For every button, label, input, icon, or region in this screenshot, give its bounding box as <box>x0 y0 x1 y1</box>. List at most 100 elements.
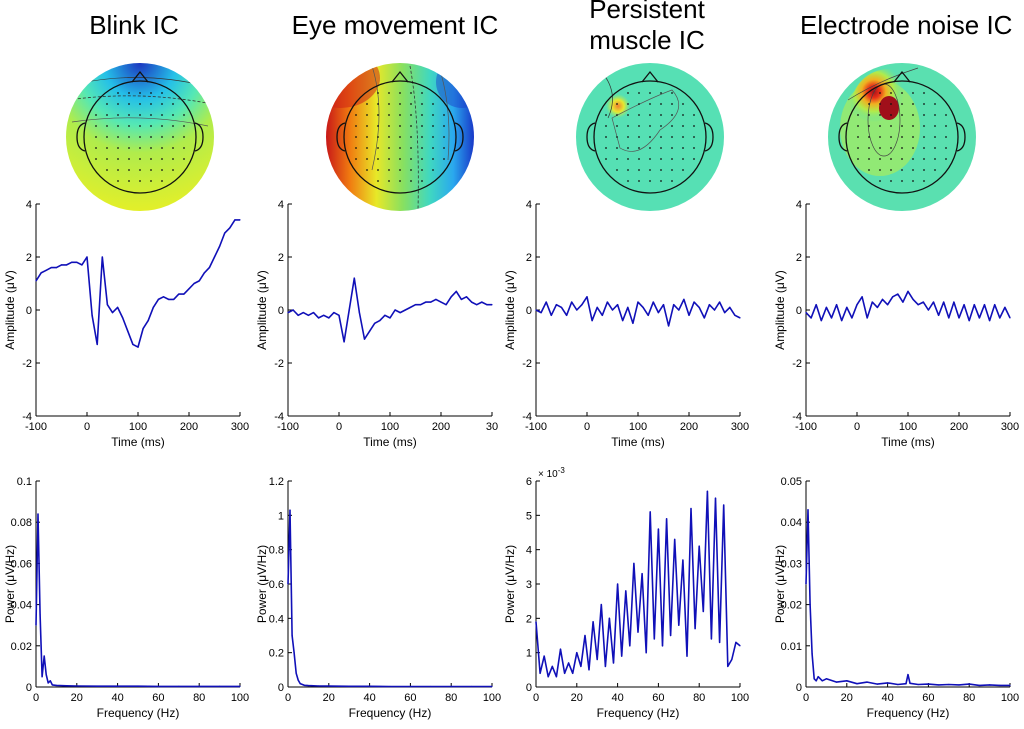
electrode <box>934 103 936 105</box>
electrode <box>377 169 379 171</box>
electrode <box>377 103 379 105</box>
data-point <box>374 322 376 324</box>
electrode <box>410 114 412 116</box>
data-point <box>693 301 695 303</box>
electrode <box>183 147 185 149</box>
electrode <box>638 92 640 94</box>
data-point <box>535 621 537 623</box>
data-point <box>369 685 371 687</box>
y-tick-label: 0.04 <box>781 517 802 529</box>
electrode <box>399 125 401 127</box>
data-point <box>719 301 721 303</box>
electrode <box>366 169 368 171</box>
data-point <box>491 685 493 688</box>
electrode <box>638 180 640 182</box>
electrode <box>912 125 914 127</box>
electrode <box>117 125 119 127</box>
y-tick-label: 4 <box>796 199 802 211</box>
electrode <box>139 180 141 182</box>
electrode <box>912 103 914 105</box>
electrode <box>857 147 859 149</box>
electrode <box>879 158 881 160</box>
electrode <box>901 147 903 149</box>
electrode <box>660 147 662 149</box>
data-point <box>363 338 366 340</box>
y-axis-label: Amplitude (μV) <box>773 270 787 350</box>
data-point <box>173 298 175 300</box>
electrode <box>901 136 903 138</box>
data-point <box>389 685 391 688</box>
electrode <box>161 103 163 105</box>
x-tick-label: 40 <box>881 692 893 704</box>
electrode <box>638 169 640 171</box>
electrode <box>649 147 651 149</box>
data-point <box>807 509 809 511</box>
data-point <box>805 583 807 585</box>
data-point <box>547 676 549 678</box>
electrode <box>934 125 936 127</box>
electrode <box>879 114 881 116</box>
data-point <box>545 301 547 303</box>
data-point <box>291 634 293 637</box>
electrode <box>649 158 651 160</box>
electrode <box>366 147 368 149</box>
electrode <box>117 147 119 149</box>
electrode <box>912 180 914 182</box>
electrode <box>128 180 130 182</box>
nose <box>391 70 409 83</box>
data-point <box>734 314 736 316</box>
x-tick-label: 60 <box>652 692 664 704</box>
electrode <box>355 125 357 127</box>
electrode <box>117 136 119 138</box>
data-point <box>723 504 725 506</box>
x-tick-label: 0 <box>584 421 590 433</box>
data-point <box>430 685 432 688</box>
electrode <box>868 136 870 138</box>
y-tick-label: -2 <box>22 358 32 370</box>
electrode <box>128 158 130 160</box>
data-point <box>604 665 607 668</box>
electrode <box>638 114 640 116</box>
electrode <box>161 136 163 138</box>
data-point <box>41 676 43 678</box>
y-tick-label: 0.02 <box>781 600 802 612</box>
electrode <box>627 103 629 105</box>
x-tick-label: 30 <box>486 421 498 433</box>
electrode <box>857 125 859 127</box>
y-tick-label: -2 <box>274 358 284 370</box>
x-axis-label: Time (ms) <box>111 435 165 449</box>
data-point <box>450 685 452 688</box>
y-tick-label: 4 <box>526 545 532 557</box>
x-tick-label: 80 <box>193 692 205 704</box>
x-tick-label: -100 <box>525 421 547 433</box>
electrode <box>150 180 152 182</box>
data-point <box>666 518 668 520</box>
electrode <box>421 136 423 138</box>
electrode <box>682 114 684 116</box>
plot-psd-eye: 1.2 1 0.8 0.6 0.4 0.2 00 20 40 60 80 100 Frequency (… <box>255 476 501 720</box>
electrode <box>616 103 618 105</box>
data-point <box>881 298 884 300</box>
data-point <box>846 680 848 682</box>
data-point <box>35 280 37 282</box>
electrode <box>128 114 130 116</box>
data-point <box>917 304 919 306</box>
electrode <box>432 136 434 138</box>
electrode <box>399 103 401 105</box>
electrode <box>627 180 629 182</box>
data-point <box>713 309 716 311</box>
x-tick-label: -100 <box>795 421 817 433</box>
electrode <box>377 158 379 160</box>
data-point <box>414 304 417 306</box>
y-axis-label: Amplitude (μV) <box>503 270 517 350</box>
electrode <box>923 180 925 182</box>
y-tick-label: 0.05 <box>781 476 802 488</box>
data-point <box>111 312 114 314</box>
data-point <box>902 301 904 303</box>
electrode <box>421 169 423 171</box>
electrode <box>923 103 925 105</box>
electrode <box>377 125 379 127</box>
data-point <box>683 298 685 300</box>
right-ear <box>956 122 966 152</box>
electrode <box>161 180 163 182</box>
